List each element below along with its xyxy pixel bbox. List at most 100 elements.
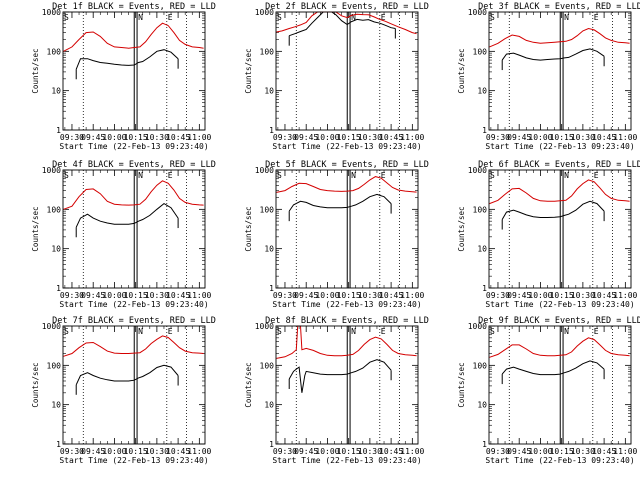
series-line-lld [489,179,630,205]
marker-letter: S [64,327,69,336]
y-tick-label: 100 [47,361,62,370]
marker-letter: S [490,171,495,180]
marker-letter: S [277,327,282,336]
detector-panel: Det 8f BLACK = Events, RED = LLD 1 10 100 10… [244,316,429,465]
x-tick-label: 09:45 [294,447,318,456]
series-line-events [288,193,392,212]
x-axis-label: Start Time (22-Feb-13 09:23:40) [272,142,421,151]
x-tick-label: 10:45 [379,447,403,456]
marker-letter: E [381,171,386,180]
y-tick-label: 1 [269,440,274,449]
marker-letter: N [564,171,569,180]
y-axis-label: Counts/sec [457,206,466,251]
x-tick-label: 10:15 [124,447,148,456]
marker-letter: E [168,171,173,180]
y-tick-label: 100 [473,205,488,214]
x-tick-label: 10:30 [145,291,169,300]
x-tick-label: 10:45 [166,133,190,142]
series-line-events [501,360,605,376]
series-line-events [75,49,179,70]
marker-letter: S [490,327,495,336]
marker-letter: E [594,13,599,22]
x-tick-label: 11:00 [187,291,211,300]
detector-panel: Det 1f BLACK = Events, RED = LLD 1 10 100 10… [31,2,216,151]
x-tick-label: 09:45 [294,133,318,142]
y-tick-label: 10 [477,87,487,96]
panel-title: Det 5f BLACK = Events, RED = LLD [265,160,429,170]
plot-frame [62,11,206,131]
x-tick-label: 10:15 [124,291,148,300]
x-tick-label: 10:00 [528,291,552,300]
x-axis-label: Start Time (22-Feb-13 09:23:40) [272,300,421,309]
x-tick-label: 09:30 [273,291,297,300]
x-tick-label: 09:45 [507,447,531,456]
plot-frame [488,11,632,131]
x-axis-label: Start Time (22-Feb-13 09:23:40) [272,456,421,465]
panel-title: Det 3f BLACK = Events, RED = LLD [478,2,640,12]
marker-letter: N [138,13,143,22]
x-tick-label: 10:45 [379,133,403,142]
y-tick-label: 1 [269,284,274,293]
x-tick-label: 11:00 [400,447,424,456]
panel-title: Det 4f BLACK = Events, RED = LLD [52,160,216,170]
y-tick-label: 100 [473,47,488,56]
x-axis-label: Start Time (22-Feb-13 09:23:40) [59,300,208,309]
x-tick-label: 11:00 [613,133,637,142]
marker-letter: E [594,171,599,180]
x-tick-label: 10:00 [528,133,552,142]
detector-panel: Det 5f BLACK = Events, RED = LLD 1 10 100 10… [244,160,429,309]
detector-panel: Det 4f BLACK = Events, RED = LLD 1 10 100 10… [31,160,216,309]
y-axis-label: Counts/sec [457,362,466,407]
series-line-events [75,202,179,228]
x-tick-label: 11:00 [400,291,424,300]
x-tick-label: 09:45 [81,133,105,142]
x-tick-label: 10:00 [315,291,339,300]
marker-letter: E [594,327,599,336]
y-tick-label: 10 [264,401,274,410]
panel-title: Det 6f BLACK = Events, RED = LLD [478,160,640,170]
y-tick-label: 100 [473,361,488,370]
y-tick-label: 1000 [255,322,274,331]
series-line-lld [489,337,630,358]
marker-letter: E [168,13,173,22]
y-tick-label: 1 [56,284,61,293]
panel-title: Det 7f BLACK = Events, RED = LLD [52,316,216,326]
panel-title: Det 2f BLACK = Events, RED = LLD [265,2,429,12]
y-tick-label: 1000 [468,322,487,331]
plot-frame [275,325,419,445]
x-axis-label: Start Time (22-Feb-13 09:23:40) [485,300,634,309]
y-tick-label: 10 [51,87,61,96]
series-line-lld [63,180,204,210]
marker-letter: N [351,171,356,180]
y-tick-label: 100 [47,205,62,214]
x-tick-label: 10:45 [592,133,616,142]
x-tick-label: 09:45 [81,447,105,456]
series-line-events [75,364,179,386]
series-line-lld [276,11,417,35]
y-tick-label: 1 [482,440,487,449]
y-tick-label: 1 [482,126,487,135]
marker-letter: N [564,327,569,336]
x-tick-label: 09:45 [81,291,105,300]
series-line-events [288,359,392,393]
y-tick-label: 10 [51,401,61,410]
x-tick-label: 10:45 [379,291,403,300]
y-tick-label: 1000 [42,322,61,331]
marker-letter: N [138,327,143,336]
y-tick-label: 1000 [468,166,487,175]
series-line-events [501,200,605,220]
y-tick-label: 1000 [255,8,274,17]
panel-title: Det 1f BLACK = Events, RED = LLD [52,2,216,12]
x-tick-label: 09:30 [60,447,84,456]
plot-frame [488,325,632,445]
x-tick-label: 10:15 [337,133,361,142]
marker-letter: S [277,13,282,22]
x-axis-label: Start Time (22-Feb-13 09:23:40) [485,142,634,151]
plot-frame [62,325,206,445]
marker-letter: S [490,13,495,22]
x-axis-label: Start Time (22-Feb-13 09:23:40) [59,456,208,465]
x-tick-label: 10:30 [145,447,169,456]
y-tick-label: 1 [269,126,274,135]
